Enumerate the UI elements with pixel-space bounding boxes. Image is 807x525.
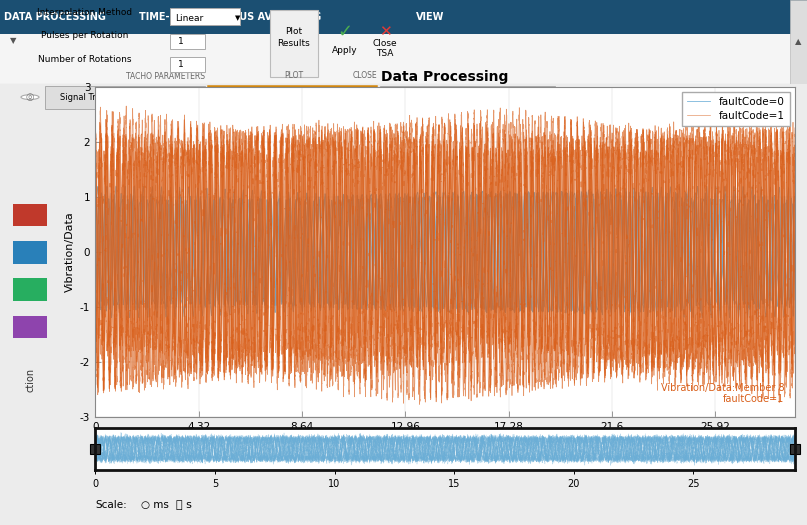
Bar [13, 241, 47, 264]
Bar [170, 57, 205, 72]
Circle shape [21, 94, 39, 100]
faultCode=0 [228, 199, 237, 205]
Text: Number of Rotations: Number of Rotations [38, 55, 132, 64]
Text: ✓: ✓ [337, 23, 353, 41]
Text: ▼: ▼ [235, 15, 240, 22]
Text: Time: Time [429, 454, 461, 467]
Bar [13, 316, 47, 339]
Text: Interpolation Method: Interpolation Method [37, 8, 132, 17]
Text: Plot: Plot [286, 27, 303, 36]
Bar [170, 34, 205, 49]
Text: ×: × [541, 91, 550, 102]
faultCode=1 [228, 292, 237, 299]
faultCode=0 [94, 300, 103, 306]
Text: Vibration/Data:Member 8
faultCode=1: Vibration/Data:Member 8 faultCode=1 [661, 383, 784, 404]
Line: faultCode=0: faultCode=0 [95, 191, 795, 313]
Text: TSA: TSA [376, 49, 394, 58]
Text: Signal Trace: Vibration/Data: Signal Trace: Vibration/Data [61, 92, 178, 102]
Text: 1: 1 [178, 60, 184, 69]
Text: ction: ction [25, 368, 36, 392]
Bar [13, 278, 47, 301]
Text: CLOSE: CLOSE [353, 71, 378, 80]
faultCode=0 [790, 200, 800, 206]
faultCode=1 [199, 120, 209, 126]
faultCode=1 [433, 322, 442, 329]
Bar [270, 10, 318, 77]
Bar [45, 86, 205, 109]
Text: TACHO PARAMETERS: TACHO PARAMETERS [126, 71, 204, 81]
Text: ◎: ◎ [26, 92, 34, 102]
Text: DATA PROCESSING: DATA PROCESSING [4, 12, 106, 22]
Text: PLOT: PLOT [284, 71, 303, 80]
faultCode=0 [482, 310, 491, 316]
Text: ✕: ✕ [378, 25, 391, 39]
faultCode=1 [132, 254, 142, 260]
Text: VIEW: VIEW [416, 12, 444, 22]
Text: TIME-SYNCHRONOUS AVERAGING: TIME-SYNCHRONOUS AVERAGING [139, 12, 321, 22]
faultCode=0 [132, 289, 142, 295]
Text: ×: × [191, 91, 201, 102]
Text: Signal Trace: Vibration_tsa/Data: Signal Trace: Vibration_tsa/Data [395, 92, 529, 102]
Bar [0, 0, 807, 34]
Y-axis label: Vibration/Data: Vibration/Data [65, 212, 74, 292]
Text: Data Processing: Vibration/Data: Data Processing: Vibration/Data [219, 92, 353, 102]
Bar [170, 8, 240, 25]
faultCode=1 [753, 332, 763, 338]
Text: Scale:: Scale: [95, 500, 127, 510]
Legend: faultCode=0, faultCode=1: faultCode=0, faultCode=1 [682, 92, 790, 126]
faultCode=1 [790, 198, 800, 204]
Text: ⦿ s: ⦿ s [176, 500, 191, 510]
faultCode=1 [90, 313, 100, 319]
Text: Results: Results [278, 39, 311, 48]
faultCode=1 [196, 360, 206, 366]
faultCode=0 [90, 200, 100, 206]
Bar [380, 86, 555, 109]
faultCode=0 [433, 216, 442, 222]
Line: faultCode=1: faultCode=1 [95, 123, 795, 363]
Title: Data Processing: Data Processing [382, 70, 508, 84]
Text: ○ ms: ○ ms [140, 500, 169, 510]
Bar [0, 34, 807, 84]
Text: ×: × [362, 91, 372, 102]
Bar [13, 204, 47, 226]
faultCode=0 [477, 188, 487, 194]
Bar [790, 0, 807, 84]
Text: ▼: ▼ [10, 36, 16, 45]
Bar [208, 86, 376, 109]
Text: Apply: Apply [332, 46, 358, 55]
faultCode=0 [119, 257, 129, 264]
Text: Close: Close [373, 39, 397, 48]
faultCode=0 [753, 200, 763, 206]
Text: 1: 1 [178, 37, 184, 46]
faultCode=1 [119, 244, 129, 250]
Text: ▲: ▲ [795, 37, 801, 47]
Text: Pulses per Rotation: Pulses per Rotation [41, 32, 128, 40]
Text: Linear: Linear [175, 14, 203, 23]
faultCode=1 [94, 206, 103, 212]
